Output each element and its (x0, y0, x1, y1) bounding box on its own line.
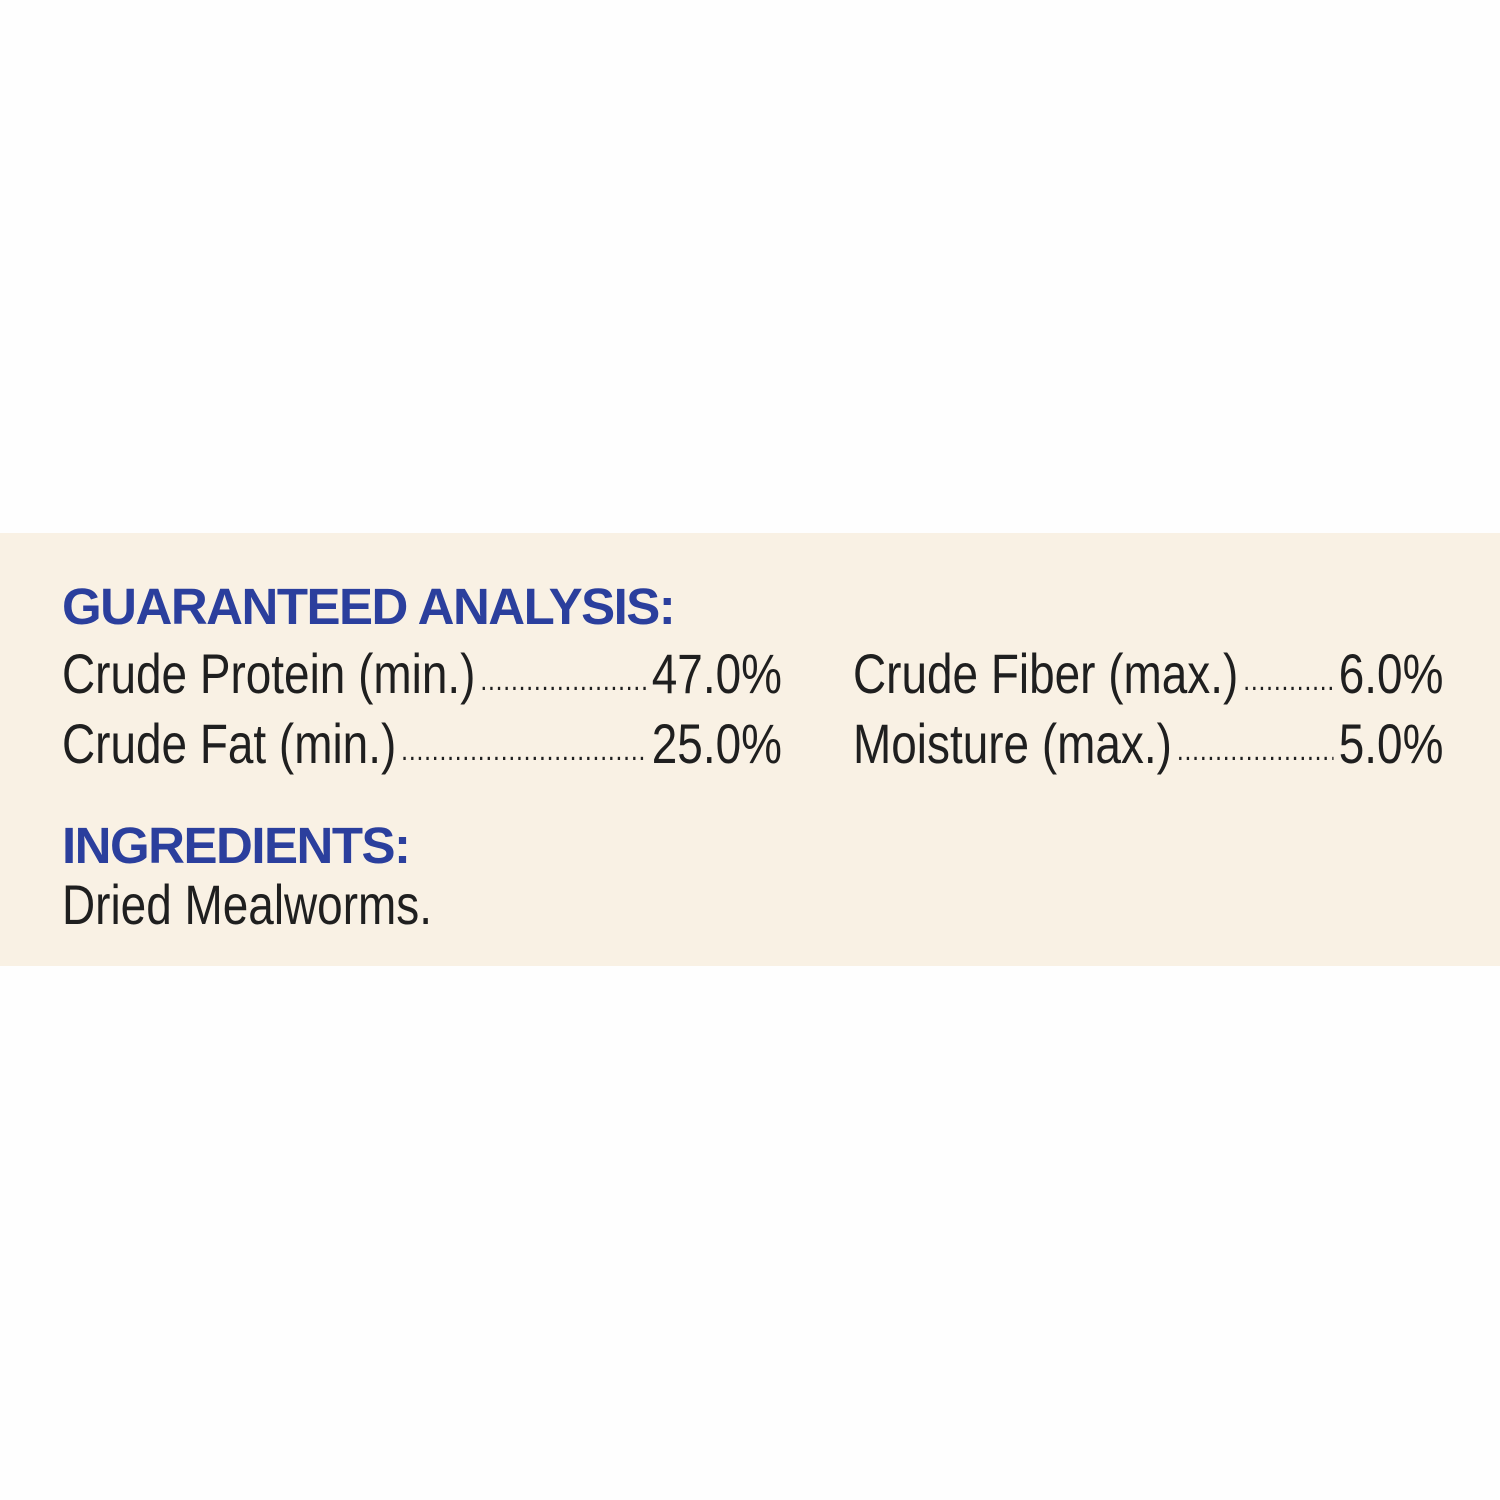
analysis-label: Crude Fiber (max.) (853, 642, 1239, 705)
analysis-value: 25.0% (651, 712, 782, 775)
analysis-row-moisture: Moisture (max.) ........................… (853, 706, 1443, 776)
analysis-row-fat: Crude Fat (min.) .......................… (62, 706, 782, 776)
guaranteed-analysis-heading: GUARANTEED ANALYSIS: (62, 578, 676, 635)
label-panel (0, 533, 1500, 966)
analysis-value: 47.0% (651, 642, 782, 705)
analysis-row-fiber: Crude Fiber (max.) .....................… (853, 636, 1443, 706)
analysis-label: Moisture (max.) (853, 712, 1172, 775)
dot-leader: ........................................… (1176, 734, 1334, 767)
analysis-value: 6.0% (1338, 642, 1444, 705)
ingredients-text: Dried Mealworms. (62, 873, 432, 936)
analysis-row-protein: Crude Protein (min.) ...................… (62, 636, 782, 706)
dot-leader: ........................................… (1243, 664, 1334, 697)
analysis-value: 5.0% (1338, 712, 1444, 775)
analysis-label: Crude Fat (min.) (62, 712, 397, 775)
ingredients-heading: INGREDIENTS: (62, 817, 411, 874)
dot-leader: ........................................… (401, 734, 647, 767)
analysis-label: Crude Protein (min.) (62, 642, 476, 705)
dot-leader: ........................................… (480, 664, 647, 697)
